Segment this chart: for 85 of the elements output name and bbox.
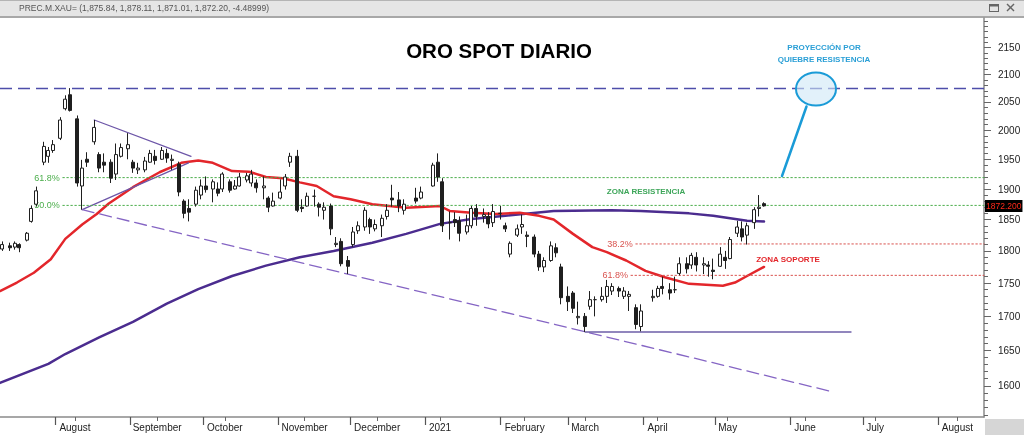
candlestick	[503, 222, 507, 233]
text: ORO SPOT DIARIO	[406, 39, 592, 62]
series-label: 38.2%	[607, 238, 633, 249]
x-tick-label: March	[571, 421, 599, 433]
candlestick	[288, 152, 292, 168]
candlestick	[29, 204, 33, 224]
candlestick	[525, 230, 529, 248]
y-tick-label: 1750	[998, 277, 1021, 289]
candlestick	[245, 172, 249, 183]
series-label: 61.8%	[34, 172, 60, 183]
candlestick	[593, 295, 597, 317]
candlestick	[329, 203, 333, 236]
candlestick	[390, 184, 394, 208]
y-tick-label: 1800	[998, 245, 1021, 257]
candlestick	[278, 178, 282, 200]
candlestick	[762, 201, 766, 208]
candlestick	[385, 203, 389, 221]
x-tick-label: 2021	[428, 421, 452, 433]
candlestick	[498, 205, 502, 221]
candlestick	[440, 177, 444, 233]
candlestick	[237, 172, 241, 188]
candlestick	[126, 132, 130, 160]
candlestick	[262, 175, 266, 200]
candlestick	[58, 116, 62, 141]
x-tick-label: December	[354, 421, 401, 433]
series-label: 61.8%	[602, 270, 629, 281]
y-tick-label: 1900	[998, 183, 1021, 195]
candlestick	[520, 214, 524, 235]
candlestick	[668, 282, 672, 301]
candlestick	[660, 276, 664, 295]
x-tick-label: November	[281, 421, 329, 433]
candlestick	[220, 171, 224, 193]
y-tick-label: 2100	[998, 68, 1021, 80]
candlestick	[42, 141, 46, 166]
x-tick-label: April	[647, 421, 668, 433]
candlestick	[711, 258, 715, 280]
candlestick	[576, 301, 580, 325]
candlestick	[85, 151, 89, 168]
x-tick-label: July	[866, 421, 885, 433]
candlestick	[380, 214, 384, 238]
candlestick	[757, 194, 761, 217]
candlestick	[482, 207, 486, 224]
annotation: ZONA SOPORTE	[756, 254, 821, 264]
candlestick	[177, 161, 181, 197]
candlestick	[457, 215, 461, 242]
candlestick	[305, 192, 309, 208]
candlestick	[706, 260, 710, 278]
candlestick	[508, 240, 512, 258]
annotation: ZONA RESISTENCIA	[606, 186, 686, 196]
x-tick-label: August	[59, 421, 91, 433]
candlestick	[25, 231, 29, 242]
annotation: PROYECCIÓN POR QUIEBRE RESISTENCIA	[777, 42, 871, 64]
y-tick-label: 2150	[998, 41, 1021, 53]
candlestick	[583, 312, 587, 333]
candlestick	[559, 263, 563, 305]
candlestick	[702, 256, 706, 275]
candlestick	[283, 173, 287, 191]
candlestick	[351, 226, 355, 248]
candlestick	[677, 256, 681, 276]
chart-subtitle: PREC.M.XAU= (1,875.84, 1,878.11, 1,871.01, 1,872.20, -4.48999)	[19, 2, 270, 13]
candlestick	[92, 119, 96, 146]
y-tick-label: 1700	[998, 310, 1021, 322]
candlestick	[673, 276, 677, 294]
x-tick-label: June	[794, 421, 817, 433]
x-tick-label: August	[941, 421, 974, 433]
x-tick-label: October	[207, 421, 244, 433]
candlestick	[312, 189, 316, 208]
annotation: 1872.200	[986, 200, 1022, 211]
y-tick-label: 1600	[998, 380, 1021, 392]
y-tick-label: 1950	[998, 153, 1021, 165]
y-tick-label: 2000	[998, 124, 1021, 136]
x-tick-label: September	[132, 421, 183, 433]
y-tick-label: 1650	[998, 345, 1021, 357]
candlestick	[588, 290, 592, 311]
candlestick	[685, 256, 689, 274]
y-tick-label: 1850	[998, 214, 1021, 226]
candlestick	[752, 206, 756, 230]
candlestick	[346, 255, 350, 275]
candlestick	[17, 242, 21, 253]
y-tick-label: 2050	[998, 96, 1021, 108]
candlestick	[515, 224, 519, 238]
x-tick-label: February	[504, 421, 545, 433]
candlestick	[170, 154, 174, 171]
x-tick-label: May	[718, 421, 738, 433]
candlestick	[356, 220, 360, 235]
